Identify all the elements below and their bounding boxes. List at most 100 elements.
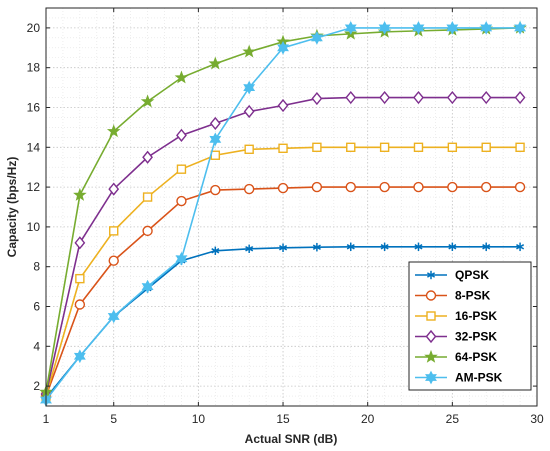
- data-point-8-psk: [447, 181, 458, 193]
- data-point-16-psk: [176, 164, 187, 174]
- data-point-16-psk: [312, 142, 322, 153]
- y-tick-label: 20: [27, 21, 41, 35]
- y-tick-label: 18: [27, 61, 41, 75]
- data-point-16-psk: [481, 142, 491, 153]
- legend-item-am-psk: AM-PSK: [415, 371, 503, 385]
- legend-item-64-psk: 64-PSK: [415, 349, 497, 364]
- data-point-32-psk: [480, 90, 492, 105]
- data-point-am-psk: [243, 80, 256, 95]
- data-point-16-psk: [379, 142, 390, 153]
- x-tick-label: 20: [361, 412, 375, 426]
- data-point-16-psk: [244, 144, 254, 154]
- x-tick-label: 1: [43, 412, 50, 426]
- data-point-8-psk: [210, 184, 221, 196]
- data-point-qpsk: [482, 242, 491, 251]
- data-point-8-psk: [311, 181, 323, 193]
- data-point-8-psk: [142, 225, 153, 237]
- data-point-32-psk: [345, 90, 357, 105]
- data-point-am-psk: [141, 279, 154, 294]
- data-point-64-psk: [242, 44, 256, 58]
- data-point-32-psk: [514, 90, 526, 105]
- data-point-am-psk: [209, 132, 222, 147]
- data-point-32-psk: [446, 90, 458, 105]
- data-point-am-psk: [412, 21, 425, 35]
- data-point-8-psk: [108, 255, 119, 266]
- y-axis-label: Capacity (bps/Hz): [5, 157, 19, 258]
- data-point-am-psk: [73, 349, 86, 364]
- data-point-am-psk: [378, 21, 391, 35]
- data-point-am-psk: [175, 251, 188, 266]
- data-point-32-psk: [243, 104, 255, 119]
- data-point-32-psk: [209, 116, 221, 131]
- data-point-16-psk: [75, 273, 85, 284]
- data-point-am-psk: [480, 21, 493, 35]
- legend-item-16-psk: 16-PSK: [415, 309, 497, 323]
- legend-box: [408, 261, 532, 391]
- y-tick-label: 8: [33, 260, 40, 274]
- data-point-64-psk: [73, 187, 87, 201]
- data-point-am-psk: [446, 21, 459, 35]
- legend-label: 64-PSK: [455, 350, 497, 364]
- data-point-16-psk: [447, 142, 458, 153]
- legend-swatch-marker: [426, 270, 436, 280]
- data-point-16-psk: [346, 142, 356, 153]
- data-point-16-psk: [109, 226, 119, 236]
- data-point-qpsk: [380, 242, 389, 251]
- series-group: [39, 20, 527, 407]
- data-point-32-psk: [277, 98, 289, 113]
- data-point-am-psk: [310, 30, 323, 45]
- data-point-qpsk: [448, 242, 457, 251]
- data-point-16-psk: [413, 142, 424, 153]
- data-point-qpsk: [414, 242, 423, 251]
- data-point-32-psk: [74, 236, 86, 250]
- x-tick-label: 30: [530, 412, 544, 426]
- data-point-8-psk: [514, 181, 526, 193]
- data-point-qpsk: [312, 242, 321, 252]
- data-point-64-psk: [208, 56, 223, 70]
- data-point-32-psk: [142, 150, 153, 164]
- data-point-qpsk: [346, 242, 355, 251]
- data-point-qpsk: [245, 244, 254, 253]
- y-tick-label: 14: [27, 140, 41, 154]
- data-point-16-psk: [278, 143, 288, 153]
- legend-label: 16-PSK: [455, 309, 497, 323]
- x-tick-label: 15: [276, 412, 290, 426]
- data-point-64-psk: [174, 70, 189, 84]
- data-point-8-psk: [243, 183, 255, 195]
- data-point-8-psk: [74, 299, 86, 310]
- data-point-8-psk: [379, 181, 390, 193]
- legend-swatch-marker: [425, 329, 437, 344]
- legend-swatch-marker: [425, 290, 437, 301]
- data-point-32-psk: [379, 90, 391, 105]
- data-point-8-psk: [176, 195, 187, 207]
- data-point-8-psk: [277, 182, 289, 194]
- data-point-qpsk: [279, 243, 288, 252]
- legend-swatch-marker: [424, 349, 438, 363]
- legend-item-8-psk: 8-PSK: [415, 289, 491, 303]
- data-point-32-psk: [311, 91, 323, 106]
- data-point-8-psk: [345, 181, 356, 193]
- legend-label: 8-PSK: [455, 289, 491, 303]
- grid: [45, 7, 538, 407]
- series-am-psk: [40, 21, 527, 407]
- legend-label: 32-PSK: [455, 330, 497, 344]
- legend-label: QPSK: [455, 268, 489, 282]
- data-point-64-psk: [106, 124, 121, 138]
- data-point-am-psk: [107, 309, 120, 324]
- data-point-8-psk: [481, 181, 492, 193]
- legend-item-qpsk: QPSK: [415, 268, 489, 282]
- data-point-16-psk: [515, 142, 525, 153]
- data-point-qpsk: [211, 246, 220, 255]
- legend-swatch-marker: [426, 311, 436, 321]
- x-tick-label: 10: [192, 412, 206, 426]
- data-point-am-psk: [344, 21, 357, 35]
- data-point-64-psk: [140, 94, 155, 108]
- y-tick-label: 12: [27, 180, 41, 194]
- y-tick-label: 2: [33, 379, 40, 393]
- x-tick-label: 25: [446, 412, 460, 426]
- x-tick-label: 5: [110, 412, 117, 426]
- data-point-32-psk: [413, 90, 424, 105]
- data-point-16-psk: [142, 192, 153, 202]
- y-tick-label: 16: [27, 101, 41, 115]
